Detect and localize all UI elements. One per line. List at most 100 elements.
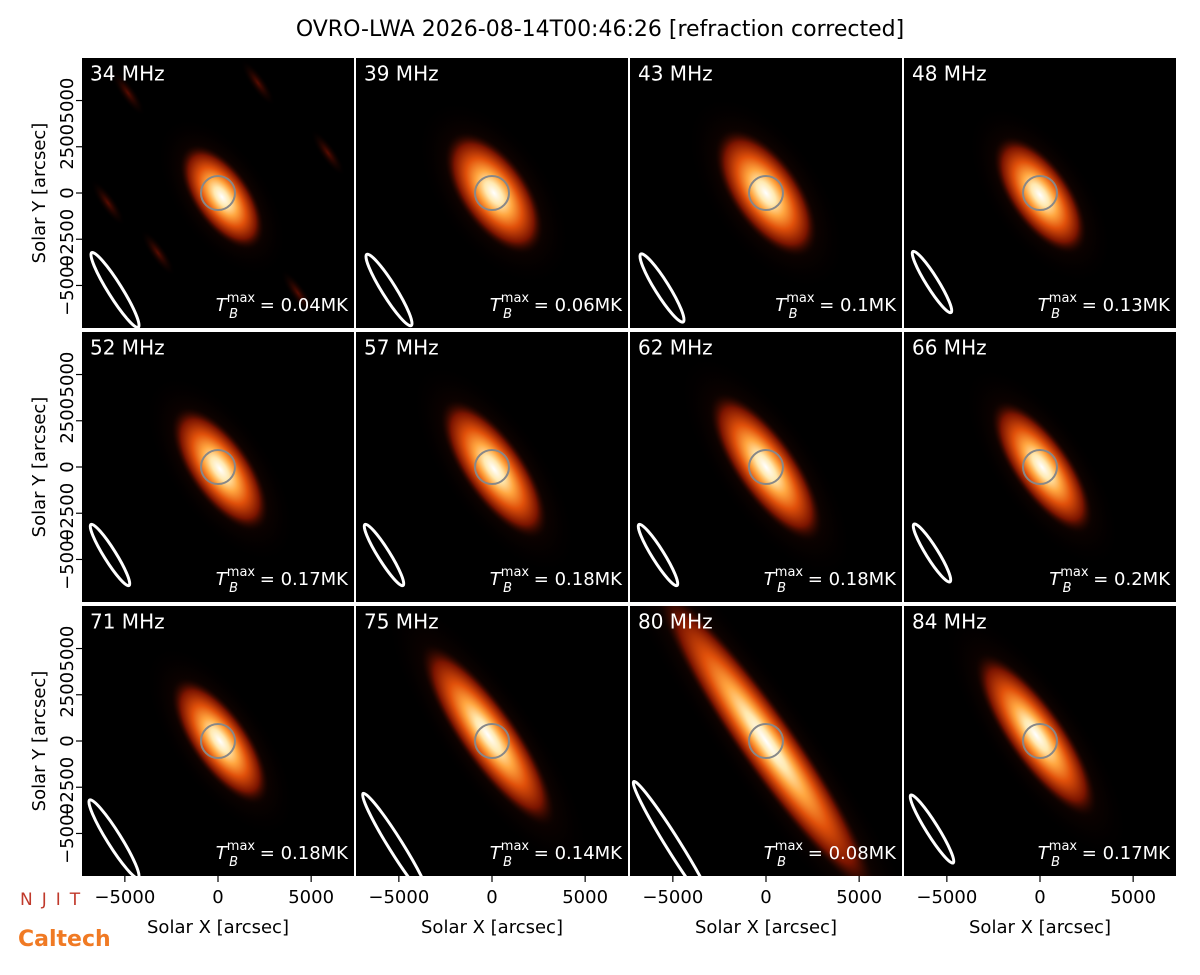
x-tick-label: 0 bbox=[212, 887, 223, 908]
y-tick-label: 0 bbox=[57, 735, 78, 746]
y-tick-label: 5000 bbox=[57, 78, 78, 124]
emission bbox=[443, 130, 545, 256]
tmax-symbol: T bbox=[490, 843, 503, 864]
tmax-value: 0.18MK bbox=[829, 569, 898, 590]
tmax-eq: = bbox=[254, 295, 281, 316]
frequency-label: 84 MHz bbox=[912, 610, 987, 634]
logo-caltech: Caltech bbox=[18, 927, 111, 952]
tmax-value: 0.08MK bbox=[829, 843, 898, 864]
beam bbox=[362, 522, 406, 588]
tmax-sub: B bbox=[503, 307, 512, 322]
tmax-sup: max bbox=[501, 565, 530, 580]
tmax-sup: max bbox=[227, 839, 256, 854]
logo-njit: NJIT bbox=[20, 890, 89, 910]
tmax-sub: B bbox=[229, 307, 238, 322]
solar-disk bbox=[474, 723, 510, 759]
tmax-symbol: T bbox=[1038, 295, 1051, 316]
tmax-eq: = bbox=[1088, 569, 1115, 590]
panel bbox=[904, 58, 1176, 328]
panel bbox=[904, 332, 1176, 602]
x-axis-label: Solar X [arcsec] bbox=[421, 917, 563, 938]
panel bbox=[356, 332, 628, 602]
frequency-label: 39 MHz bbox=[364, 62, 439, 86]
tmax-sup: max bbox=[1049, 839, 1078, 854]
tmax-value: 0.18MK bbox=[555, 569, 624, 590]
tmax-label: Tmax B = 0.17MK bbox=[1038, 839, 1171, 870]
frequency-label: 62 MHz bbox=[638, 336, 713, 360]
y-tick-label: 2500 bbox=[57, 672, 78, 718]
tmax-sub: B bbox=[777, 581, 786, 596]
emission bbox=[708, 391, 824, 543]
solar-disk bbox=[1022, 723, 1058, 759]
frequency-label: 52 MHz bbox=[90, 336, 165, 360]
panel bbox=[356, 606, 628, 876]
tmax-sub: B bbox=[1063, 581, 1072, 596]
tmax-symbol: T bbox=[490, 569, 503, 590]
tmax-value: 0.2MK bbox=[1114, 569, 1171, 590]
tmax-value: 0.17MK bbox=[281, 569, 350, 590]
tmax-eq: = bbox=[814, 295, 841, 316]
tmax-label: Tmax B = 0.13MK bbox=[1038, 291, 1171, 322]
frequency-label: 75 MHz bbox=[364, 610, 439, 634]
y-tick-label: 0 bbox=[57, 187, 78, 198]
tmax-eq: = bbox=[528, 295, 555, 316]
tmax-label: Tmax B = 0.18MK bbox=[490, 565, 623, 596]
beam bbox=[910, 249, 954, 315]
panel bbox=[630, 606, 902, 876]
beam bbox=[911, 522, 953, 584]
panel bbox=[82, 606, 354, 876]
tmax-sub: B bbox=[503, 855, 512, 870]
tmax-value: 0.17MK bbox=[1103, 843, 1172, 864]
x-axis-label: Solar X [arcsec] bbox=[695, 917, 837, 938]
tmax-sup: max bbox=[227, 565, 256, 580]
tmax-label: Tmax B = 0.18MK bbox=[216, 839, 349, 870]
tmax-eq: = bbox=[254, 569, 281, 590]
solar-disk bbox=[200, 449, 236, 485]
panel bbox=[82, 332, 354, 602]
emission bbox=[178, 143, 266, 251]
beam bbox=[636, 522, 680, 588]
tmax-symbol: T bbox=[1049, 569, 1062, 590]
emission bbox=[170, 405, 270, 533]
beam bbox=[908, 793, 956, 865]
beam bbox=[89, 251, 141, 328]
y-axis-label: Solar Y [arcsec] bbox=[29, 397, 50, 538]
frequency-label: 80 MHz bbox=[638, 610, 713, 634]
frequency-label: 48 MHz bbox=[912, 62, 987, 86]
noise-blob bbox=[90, 179, 126, 227]
emission bbox=[989, 399, 1095, 535]
tmax-value: 0.1MK bbox=[840, 295, 897, 316]
panel bbox=[82, 58, 354, 328]
solar-disk bbox=[474, 449, 510, 485]
tmax-sub: B bbox=[1051, 855, 1060, 870]
tmax-symbol: T bbox=[764, 569, 777, 590]
solar-disk bbox=[1022, 449, 1058, 485]
emission bbox=[713, 127, 819, 259]
solar-disk bbox=[474, 175, 510, 211]
tmax-symbol: T bbox=[764, 843, 777, 864]
solar-disk bbox=[200, 175, 236, 211]
tmax-sub: B bbox=[777, 855, 786, 870]
tmax-value: 0.13MK bbox=[1103, 295, 1172, 316]
tmax-sup: max bbox=[775, 565, 804, 580]
solar-disk bbox=[1022, 175, 1058, 211]
tmax-label: Tmax B = 0.2MK bbox=[1049, 565, 1171, 596]
x-tick-label: 0 bbox=[760, 887, 771, 908]
beam bbox=[361, 791, 431, 876]
solar-disk bbox=[748, 449, 784, 485]
x-tick-label: −5000 bbox=[916, 887, 977, 908]
tmax-sub: B bbox=[229, 581, 238, 596]
x-tick-label: 0 bbox=[1034, 887, 1045, 908]
tmax-label: Tmax B = 0.08MK bbox=[764, 839, 897, 870]
panel bbox=[356, 58, 628, 328]
noise-blob bbox=[240, 59, 276, 107]
panel bbox=[630, 332, 902, 602]
tmax-eq: = bbox=[254, 843, 281, 864]
tmax-eq: = bbox=[1076, 295, 1103, 316]
tmax-label: Tmax B = 0.04MK bbox=[216, 291, 349, 322]
frequency-label: 57 MHz bbox=[364, 336, 439, 360]
tmax-sup: max bbox=[1049, 291, 1078, 306]
tmax-symbol: T bbox=[216, 295, 229, 316]
x-tick-label: −5000 bbox=[94, 887, 155, 908]
tmax-sub: B bbox=[1051, 307, 1060, 322]
